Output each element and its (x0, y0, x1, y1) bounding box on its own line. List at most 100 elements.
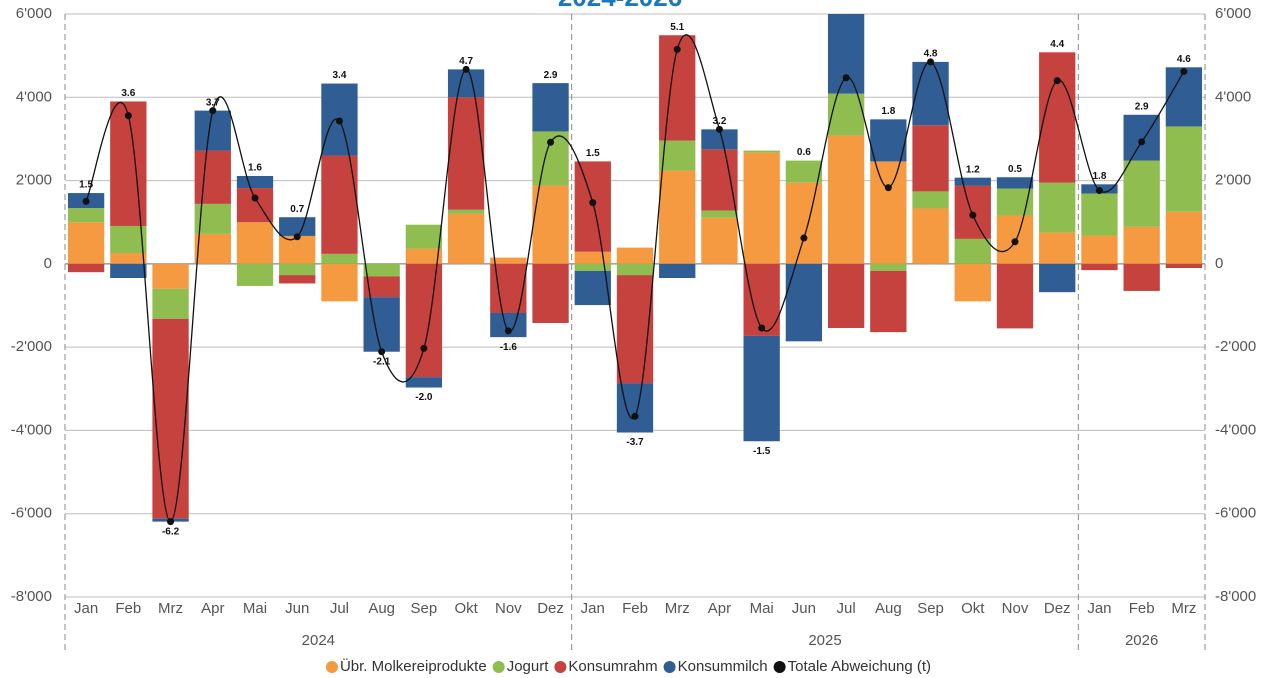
bar-segment (321, 263, 358, 302)
x-tick-label: Nov (1002, 600, 1029, 617)
x-tick-label: Jan (1087, 600, 1111, 617)
bar-segment (363, 276, 400, 298)
x-tick-label: Apr (708, 600, 731, 617)
line-point (800, 234, 808, 242)
bar-segment (701, 129, 738, 150)
data-label: 1.8 (881, 106, 895, 117)
line-point (251, 194, 259, 202)
bar-segment (574, 270, 611, 306)
data-label: 1.8 (1092, 171, 1106, 182)
x-tick-label: Jun (792, 600, 816, 617)
y-tick-label: -2'000 (11, 338, 52, 355)
bar-segment (912, 208, 949, 264)
bar-segment (447, 69, 485, 98)
bar-segment (405, 248, 443, 264)
bar-segment (701, 210, 738, 218)
x-tick-label: Mai (750, 600, 774, 617)
bar-segment (1123, 160, 1160, 227)
x-tick-label: Dez (537, 600, 564, 617)
bar-segment (912, 61, 949, 126)
bar-segment (1165, 126, 1203, 212)
line-point (673, 45, 681, 53)
data-label: 3.6 (121, 88, 135, 99)
data-label: 2.9 (544, 70, 558, 81)
bar-segment (912, 191, 949, 209)
data-label: 4.6 (1177, 54, 1191, 65)
bar-segment (490, 257, 527, 264)
bar-segment (447, 213, 485, 264)
data-label: 0.5 (1008, 164, 1022, 175)
y2-tick-label: 0 (1215, 255, 1223, 272)
bar-segment (1081, 193, 1118, 236)
bar-segment (236, 175, 274, 189)
bar-segment (996, 263, 1034, 329)
x-tick-label: Feb (1129, 600, 1155, 617)
bar-segment (67, 263, 105, 273)
bar-segment (1039, 182, 1076, 233)
bar-segment (1123, 226, 1160, 264)
bar-segment (194, 233, 231, 264)
group-label: 2025 (808, 632, 841, 649)
bar-segment (236, 263, 274, 286)
y2-tick-label: -2'000 (1215, 338, 1256, 355)
bar-segment (827, 14, 865, 94)
x-tick-label: Jul (330, 600, 349, 617)
line-point (927, 58, 935, 66)
x-tick-label: Sep (917, 600, 944, 617)
chart-title: 2024-2026 (558, 0, 682, 12)
line-point (842, 74, 850, 82)
line-point (715, 125, 723, 133)
bar-segment (870, 270, 907, 333)
data-label: 5.1 (670, 22, 684, 33)
bar-segment (574, 251, 611, 264)
bar-segment (785, 263, 823, 342)
data-label: 1.2 (966, 164, 980, 175)
bar-segment (1165, 211, 1203, 264)
x-tick-label: Okt (961, 600, 985, 617)
line-point (1095, 187, 1103, 195)
legend-marker (325, 661, 338, 673)
bar-segment (363, 297, 400, 352)
bar-segment (110, 263, 147, 279)
line-point (378, 348, 386, 356)
legend-marker (663, 661, 676, 673)
data-label: -6.2 (162, 526, 180, 537)
x-tick-label: Mai (243, 600, 267, 617)
bar-segment (1165, 67, 1203, 127)
bar-segment (279, 217, 316, 236)
data-label: -1.5 (753, 446, 771, 457)
y2-tick-label: -6'000 (1215, 505, 1256, 522)
bar-segment (236, 222, 274, 264)
y-tick-label: -4'000 (11, 421, 52, 438)
y-tick-label: 4'000 (16, 88, 52, 105)
bar-segment (279, 275, 316, 284)
legend-marker (554, 661, 567, 673)
x-tick-label: Jan (74, 600, 98, 617)
bar-segment (447, 97, 485, 210)
bar-segment (954, 238, 991, 264)
x-tick-label: Okt (454, 600, 478, 617)
bar-segment (110, 253, 147, 264)
y-tick-label: -6'000 (11, 505, 52, 522)
line-point (969, 211, 977, 219)
legend-label: Konsummilch (678, 658, 768, 675)
x-tick-label: Aug (875, 600, 902, 617)
bar-segment (616, 263, 654, 276)
bar-segment (743, 152, 780, 264)
bar-segment (110, 101, 147, 226)
bar-segment (827, 135, 865, 264)
x-tick-label: Mrz (1171, 600, 1196, 617)
bar-segment (1081, 263, 1118, 271)
x-tick-label: Jun (285, 600, 309, 617)
y-tick-label: 6'000 (16, 5, 52, 22)
bar-segment (659, 263, 696, 279)
bar-segment (827, 93, 865, 136)
data-label: 1.5 (586, 148, 600, 159)
x-tick-label: Sep (411, 600, 438, 617)
data-label: 0.7 (290, 204, 304, 215)
data-label: 3.7 (206, 97, 220, 108)
data-label: -2.1 (373, 356, 391, 367)
bar-segment (954, 263, 991, 302)
legend-marker (773, 661, 786, 673)
